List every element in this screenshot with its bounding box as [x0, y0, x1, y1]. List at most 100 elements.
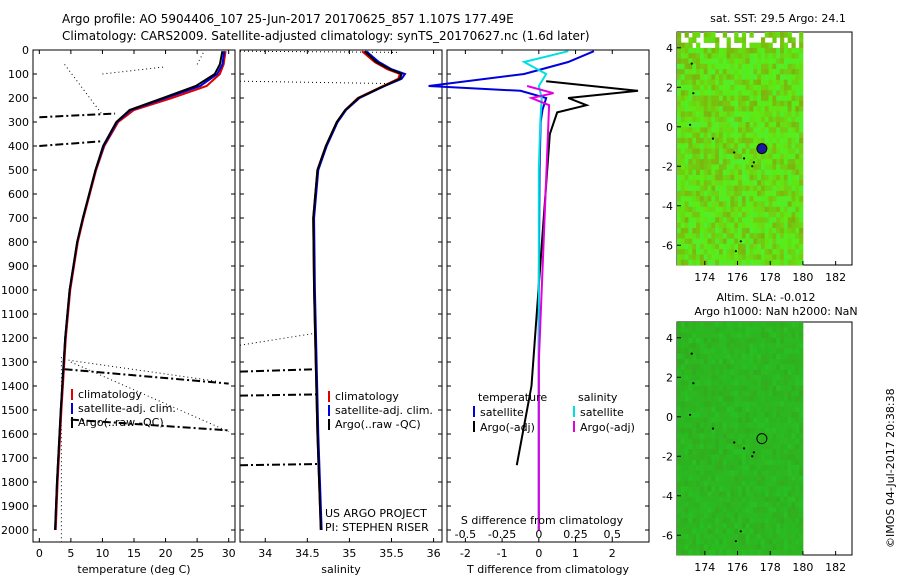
map-cell: [791, 385, 796, 392]
map-cell: [722, 491, 728, 498]
map-cell: [787, 100, 792, 107]
map-cell: [684, 380, 689, 386]
map-cell: [799, 454, 804, 461]
map-cell: [718, 322, 724, 328]
map-cell: [718, 380, 724, 386]
map-cell: [795, 348, 800, 355]
map-cell: [795, 443, 800, 450]
map-cell: [688, 327, 693, 333]
map-cell: [711, 69, 716, 75]
map-cell: [749, 449, 754, 455]
map-cell: [791, 84, 796, 91]
map-cell: [795, 180, 800, 186]
map-cell: [734, 201, 739, 208]
map-cell: [749, 190, 754, 197]
map-cell: [734, 353, 739, 360]
map-cell: [726, 523, 731, 529]
map-cell: [772, 254, 777, 261]
map-cell: [692, 32, 697, 38]
map-cell: [711, 454, 716, 461]
map-cell: [730, 427, 735, 434]
map-cell: [680, 243, 686, 250]
map-cell: [749, 337, 754, 344]
map-cell: [734, 443, 739, 450]
map-cell: [764, 127, 769, 134]
map-cell: [692, 459, 697, 466]
y-tick-label: 600: [8, 188, 29, 201]
map-cell: [734, 380, 739, 386]
map-cell: [768, 42, 773, 49]
map-cell: [753, 369, 758, 376]
map-cell: [749, 201, 754, 208]
map-cell: [741, 390, 747, 397]
map-cell: [799, 491, 804, 498]
map-cell: [783, 233, 789, 239]
map-cell: [783, 454, 789, 461]
map-cell: [764, 148, 769, 155]
map-cell: [776, 396, 781, 402]
map-cell: [795, 137, 800, 144]
map-cell: [688, 127, 693, 134]
map-cell: [684, 459, 689, 466]
map-cell: [741, 369, 747, 376]
map-cell: [734, 486, 739, 492]
map-cell: [768, 480, 773, 487]
map-cell: [776, 343, 781, 349]
map-cell: [677, 42, 682, 49]
map-cell: [749, 206, 754, 213]
map-cell: [711, 517, 716, 524]
map-cell: [696, 475, 701, 482]
map-cell: [757, 359, 762, 365]
map-cell: [730, 206, 735, 213]
map-cell: [722, 464, 728, 471]
map-cell: [745, 523, 750, 529]
map-cell: [791, 185, 796, 192]
map-cell: [680, 137, 686, 144]
map-cell: [696, 507, 701, 514]
map-cell: [677, 254, 682, 261]
map-cell: [730, 343, 735, 349]
map-cell: [783, 438, 789, 445]
y-tick-label: 2000: [1, 524, 29, 537]
y-tick-label: 1300: [1, 356, 29, 369]
map-cell: [776, 238, 781, 245]
map-cell: [715, 528, 720, 535]
map-cell: [684, 185, 689, 192]
map-cell: [795, 427, 800, 434]
map-cell: [783, 206, 789, 213]
map-cell: [692, 385, 697, 392]
qc-dotted-line: [70, 361, 229, 433]
map-cell: [787, 95, 792, 102]
map-cell: [703, 222, 708, 229]
map-cell: [757, 549, 762, 556]
map-cell: [768, 254, 773, 261]
map-cell: [776, 47, 781, 54]
map-cell: [718, 148, 724, 155]
map-cell: [753, 459, 758, 466]
map-cell: [780, 353, 785, 360]
map-cell: [726, 222, 731, 229]
map-cell: [703, 185, 708, 192]
map-cell: [726, 84, 731, 91]
island-dot: [690, 352, 693, 355]
map-cell: [692, 417, 697, 424]
map-cell: [684, 69, 689, 75]
map-cell: [799, 390, 804, 397]
legend-entry: satellite: [480, 406, 524, 419]
map-cell: [753, 507, 758, 514]
map-cell: [684, 507, 689, 514]
map-cell: [753, 433, 758, 439]
map-cell: [684, 47, 689, 54]
map-cell: [787, 332, 792, 339]
map-cell: [692, 100, 697, 107]
map-cell: [753, 243, 758, 250]
map-cell: [726, 374, 731, 381]
map-cell: [749, 406, 754, 413]
map-cell: [699, 63, 705, 70]
map-cell: [718, 190, 724, 197]
map-cell: [760, 533, 766, 540]
map-cell: [749, 417, 754, 424]
map-cell: [726, 406, 731, 413]
map-cell: [760, 491, 766, 498]
map-cell: [791, 254, 796, 261]
